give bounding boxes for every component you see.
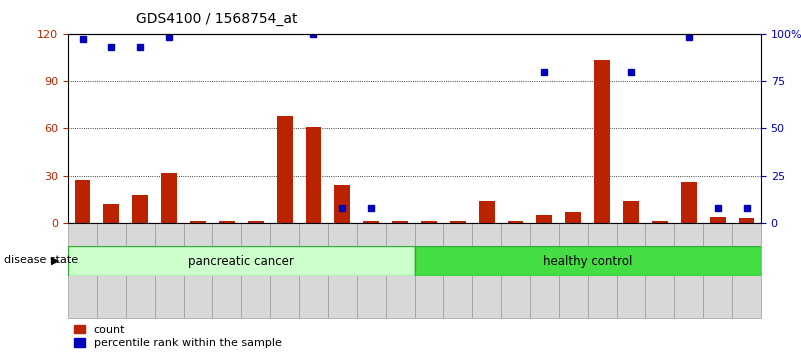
Bar [501,223,530,225]
Bar [126,223,155,318]
Bar [646,223,674,318]
Bar [415,223,444,225]
Bar [126,223,155,225]
Bar [356,223,385,318]
Bar [588,223,617,318]
Bar [508,222,524,223]
Bar [328,223,356,225]
Bar [421,222,437,223]
Bar [248,222,264,223]
Bar [739,218,755,223]
Text: healthy control: healthy control [543,255,633,268]
Bar [530,223,559,225]
Bar [299,223,328,225]
Text: disease state: disease state [4,255,78,265]
Bar [473,223,501,318]
Bar [617,223,646,225]
Bar [219,222,235,223]
Bar [732,223,761,318]
Bar [356,223,385,225]
Bar [392,222,408,223]
Bar [241,223,270,318]
Text: pancreatic cancer: pancreatic cancer [188,255,294,268]
Bar [385,223,415,225]
Bar [566,212,582,223]
Bar [710,217,726,223]
Bar [594,61,610,223]
Bar [103,204,119,223]
Bar [501,223,530,318]
Bar [212,223,241,225]
Bar [155,223,183,225]
Bar [530,223,559,318]
Bar [473,223,501,225]
Bar [334,185,350,223]
Bar [674,223,703,318]
Bar [537,215,553,223]
Bar [68,246,415,276]
Bar [68,223,97,225]
Bar [450,222,465,223]
Bar [559,223,588,318]
Bar [68,223,97,318]
Bar [415,223,444,318]
Bar [276,116,292,223]
Bar [732,223,761,225]
Bar [97,223,126,225]
Bar [703,223,732,225]
Legend: count, percentile rank within the sample: count, percentile rank within the sample [74,325,281,348]
Bar [328,223,356,318]
Bar [299,223,328,318]
Bar [652,222,668,223]
Text: GDS4100 / 1568754_at: GDS4100 / 1568754_at [136,12,298,27]
Bar [132,195,148,223]
Bar [270,223,299,318]
Bar [559,223,588,225]
Bar [183,223,212,318]
Bar [617,223,646,318]
Bar [241,223,270,225]
Text: ▶: ▶ [50,255,59,265]
Bar [190,222,206,223]
Bar [681,182,697,223]
Bar [305,127,321,223]
Bar [364,222,379,223]
Bar [444,223,473,225]
Bar [623,201,639,223]
Bar [385,223,415,318]
Bar [270,223,299,225]
Bar [415,246,761,276]
Bar [444,223,473,318]
Bar [646,223,674,225]
Bar [212,223,241,318]
Bar [674,223,703,225]
Bar [161,172,177,223]
Bar [74,181,91,223]
Bar [97,223,126,318]
Bar [155,223,183,318]
Bar [588,223,617,225]
Bar [479,201,495,223]
Bar [703,223,732,318]
Bar [183,223,212,225]
